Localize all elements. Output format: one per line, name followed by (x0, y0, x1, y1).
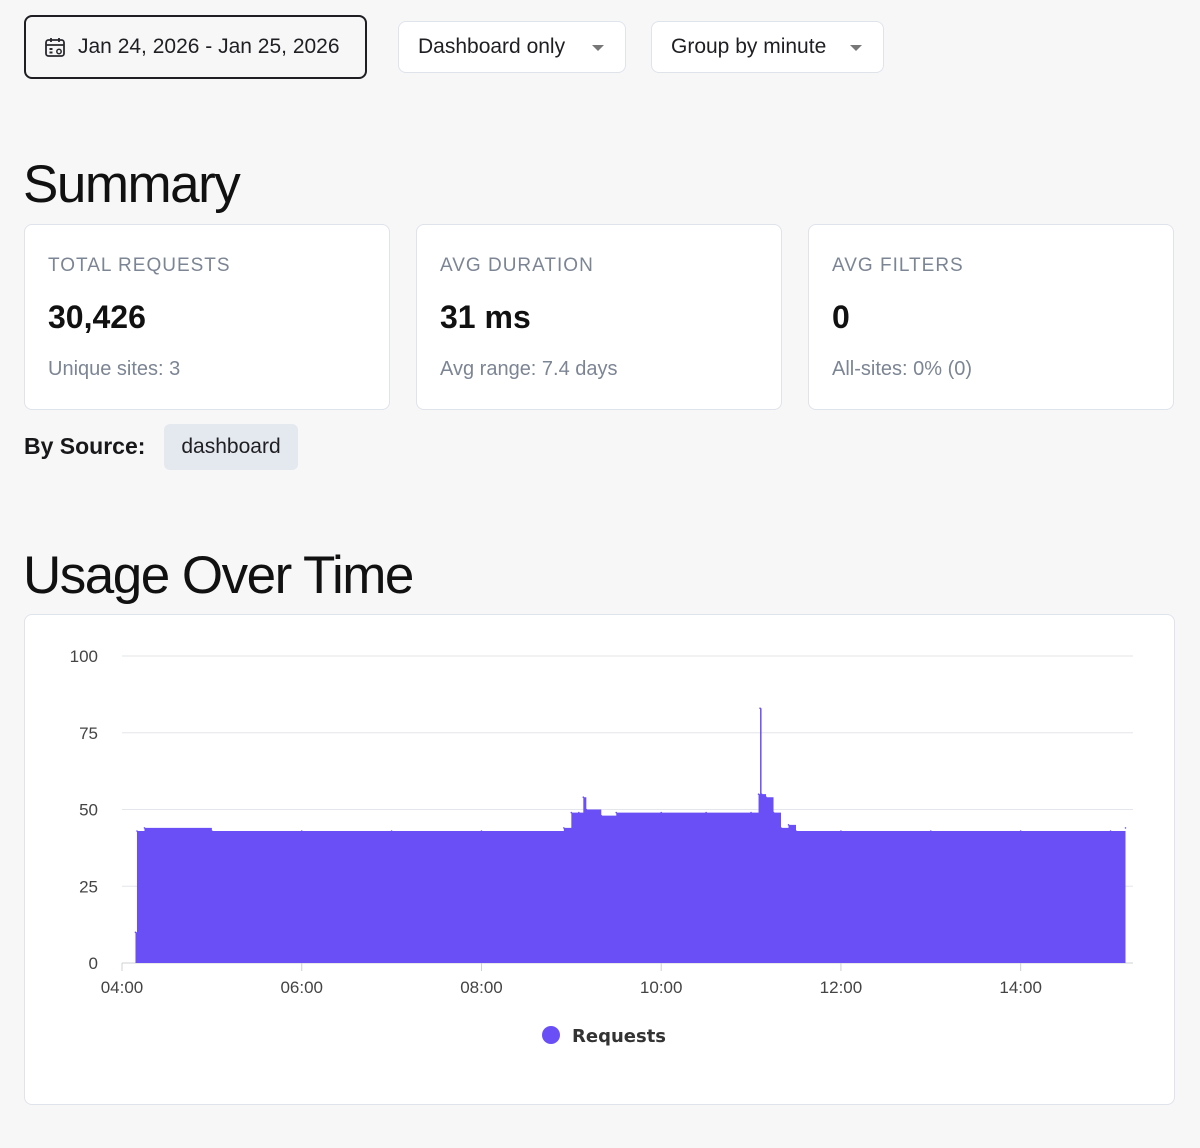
y-tick-label: 0 (89, 954, 98, 973)
date-range-picker[interactable]: Jan 24, 2026 - Jan 25, 2026 (24, 15, 367, 79)
stat-subtext: All-sites: 0% (0) (832, 358, 973, 380)
grouping-label: Group by minute (671, 35, 827, 58)
summary-heading: Summary (23, 155, 241, 214)
x-tick-label: 06:00 (280, 978, 323, 997)
x-tick-label: 12:00 (820, 978, 863, 997)
source-filter-label: Dashboard only (418, 35, 566, 58)
x-tick-label: 04:00 (101, 978, 144, 997)
data-point (136, 830, 138, 832)
by-source-label: By Source: (24, 433, 146, 459)
source-chip-dashboard[interactable]: dashboard (164, 424, 298, 470)
y-tick-label: 25 (79, 877, 98, 896)
grouping-select[interactable]: Group by minute (651, 21, 884, 73)
legend-label: Requests (572, 1026, 666, 1047)
data-point (772, 811, 775, 814)
data-point (1124, 827, 1127, 829)
y-tick-label: 50 (79, 801, 98, 820)
stat-value: 30,426 (48, 299, 146, 335)
data-point (759, 707, 761, 709)
data-point (795, 830, 797, 832)
series-area-requests (135, 708, 1126, 963)
stat-value: 0 (832, 299, 850, 335)
data-point (563, 827, 565, 829)
data-point (757, 793, 760, 795)
calendar-icon (45, 38, 65, 57)
x-tick-label: 10:00 (640, 978, 683, 997)
stat-label: AVG DURATION (440, 255, 594, 276)
stat-subtext: Unique sites: 3 (48, 358, 181, 380)
data-point (1109, 830, 1112, 832)
x-tick-label: 14:00 (999, 978, 1042, 997)
data-point (930, 830, 932, 832)
data-point (211, 830, 213, 832)
x-tick-label: 08:00 (460, 978, 503, 997)
data-point (570, 811, 573, 814)
stat-value: 31 ms (440, 299, 531, 335)
data-point (1019, 830, 1022, 832)
data-point (750, 811, 752, 814)
data-point (660, 811, 662, 814)
data-point (300, 830, 303, 832)
data-point (582, 796, 585, 799)
data-point (705, 811, 707, 814)
stat-label: TOTAL REQUESTS (48, 255, 231, 276)
source-filter-select[interactable]: Dashboard only (398, 21, 626, 73)
data-point (480, 830, 483, 832)
date-range-label: Jan 24, 2026 - Jan 25, 2026 (78, 35, 340, 58)
stat-card-total-requests: TOTAL REQUESTS 30,426 Unique sites: 3 (24, 224, 390, 410)
data-point (143, 827, 146, 829)
chevron-down-icon (592, 45, 604, 51)
chevron-down-icon (850, 45, 862, 51)
data-point (600, 814, 603, 817)
data-point (840, 830, 842, 832)
y-tick-label: 75 (79, 724, 98, 743)
data-point (787, 824, 790, 826)
data-point (390, 830, 393, 832)
usage-chart-card: 0 25 50 75 100 04:00 06:00 08:00 10:00 12:00 14:00… (24, 614, 1175, 1105)
data-point (578, 811, 580, 814)
usage-heading: Usage Over Time (23, 546, 414, 605)
data-point (765, 796, 767, 799)
usage-chart: 0 25 50 75 100 04:00 06:00 08:00 10:00 12:00 14:00… (70, 647, 1133, 1047)
data-point (585, 808, 588, 811)
y-tick-label: 100 (70, 647, 98, 666)
stat-card-avg-filters: AVG FILTERS 0 All-sites: 0% (0) (808, 224, 1174, 410)
legend-marker (542, 1026, 560, 1044)
data-point (760, 793, 763, 795)
stat-card-avg-duration: AVG DURATION 31 ms Avg range: 7.4 days (416, 224, 782, 410)
stat-label: AVG FILTERS (832, 255, 964, 276)
data-point (615, 811, 618, 814)
stat-subtext: Avg range: 7.4 days (440, 358, 618, 380)
data-point (780, 827, 782, 829)
data-point (134, 931, 137, 934)
